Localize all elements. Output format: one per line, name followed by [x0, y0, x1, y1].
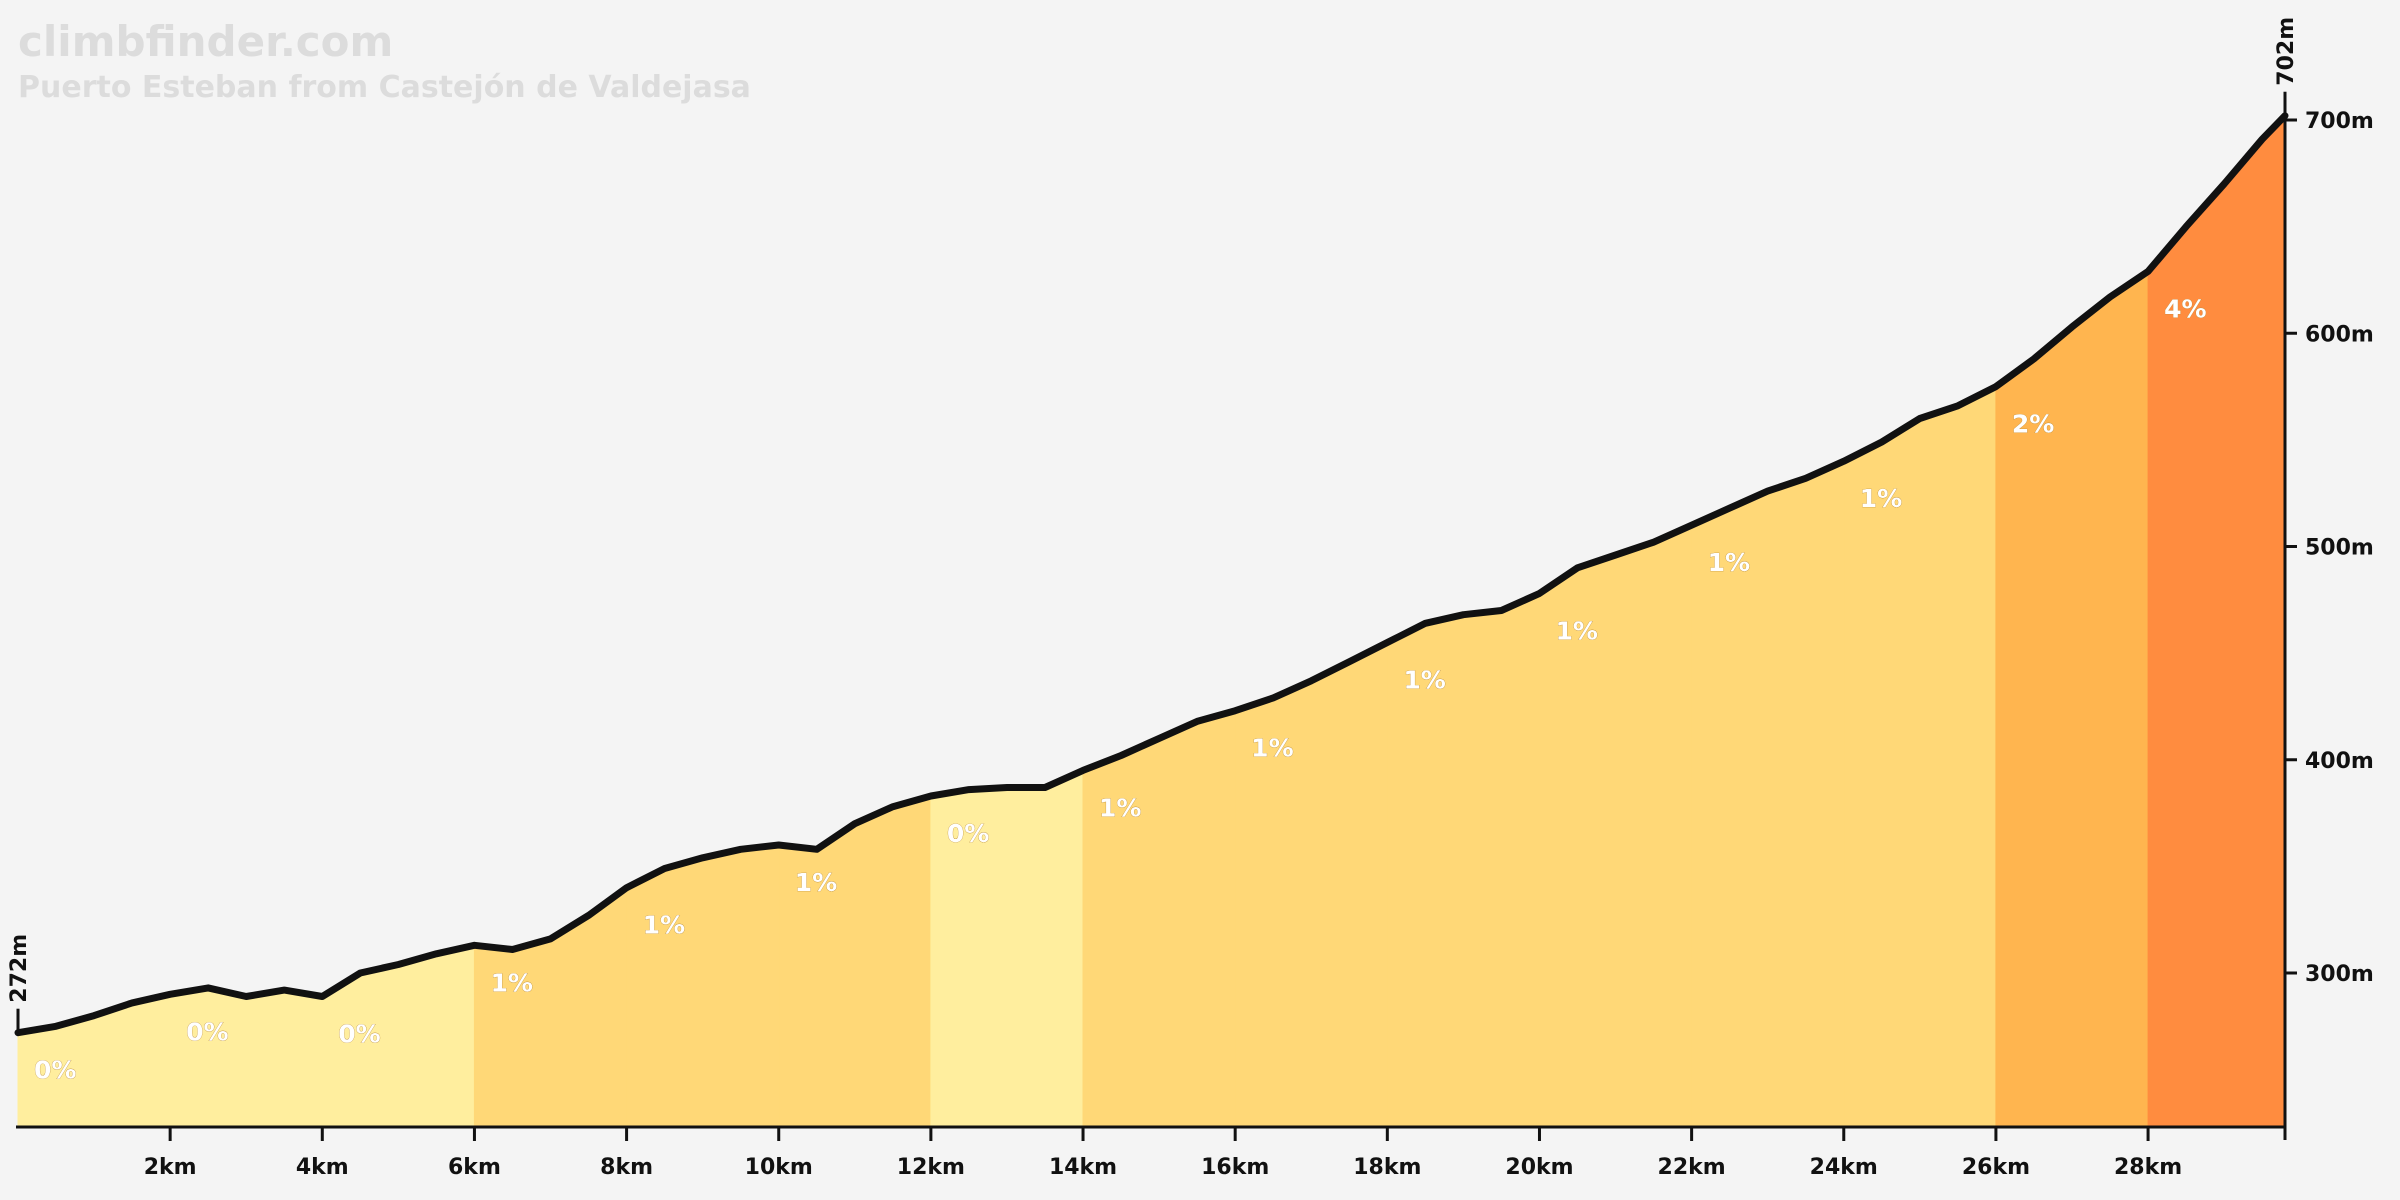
grade-label: 1% — [490, 968, 532, 997]
grade-segment-14 — [1995, 270, 2149, 1128]
grade-label: 1% — [1251, 734, 1293, 763]
axes: 2km 4km 6km 8km 10km 12km 14km 16km 18km 20km 22km… — [16, 109, 2374, 1180]
grade-label: 1% — [1403, 665, 1445, 694]
x-tick-label: 4km — [296, 1155, 349, 1180]
grade-label: 0% — [34, 1056, 76, 1085]
grade-label: 1% — [1099, 793, 1141, 822]
grade-labels: 0% 0% 0% 1% 1% 1% 0% 1% 1% 1% 1% 1% 1% 2% 4% — [34, 294, 2207, 1085]
x-tick-label: 10km — [745, 1155, 813, 1180]
elevation-labels: 272m 702m — [7, 17, 2299, 1033]
x-tick-label: 6km — [448, 1155, 501, 1180]
x-tick-label: 16km — [1201, 1155, 1269, 1180]
grade-label: 1% — [1860, 484, 1902, 513]
x-tick-label: 26km — [1962, 1155, 2030, 1180]
x-tick-label: 8km — [600, 1155, 653, 1180]
elevation-profile-line — [14, 112, 2289, 1037]
grade-label: 0% — [947, 819, 989, 848]
x-tick-label: 18km — [1353, 1155, 1421, 1180]
grade-segment-5 — [626, 844, 780, 1128]
profile-line-group — [14, 112, 2289, 1037]
x-tick-label: 28km — [2114, 1155, 2182, 1180]
y-tick-label: 400m — [2305, 749, 2374, 774]
x-tick-label: 14km — [1049, 1155, 1117, 1180]
x-tick-label: 22km — [1658, 1155, 1726, 1180]
end-elevation-label: 702m — [2274, 17, 2299, 86]
grade-label: 1% — [1555, 616, 1597, 645]
grade-label: 2% — [2012, 410, 2054, 439]
grade-segment-15 — [2147, 114, 2286, 1128]
y-tick-label: 600m — [2305, 322, 2374, 347]
y-tick-label: 700m — [2305, 109, 2374, 134]
grade-label: 1% — [1708, 548, 1750, 577]
site-logo: climbfinder.com — [18, 17, 393, 66]
x-tick-label: 2km — [144, 1155, 197, 1180]
grade-label: 0% — [186, 1017, 228, 1046]
grade-segment-2 — [169, 987, 323, 1128]
x-tick-label: 24km — [1810, 1155, 1878, 1180]
y-tick-label: 300m — [2305, 962, 2374, 987]
chart-title: Puerto Esteban from Castejón de Valdejas… — [18, 70, 751, 105]
grade-segment-8 — [1082, 710, 1236, 1128]
grade-label: 0% — [338, 1019, 380, 1048]
grade-label: 1% — [795, 868, 837, 897]
start-elevation-label: 272m — [7, 934, 32, 1003]
grade-label: 1% — [643, 911, 685, 940]
x-tick-label: 12km — [897, 1155, 965, 1180]
y-tick-label: 500m — [2305, 536, 2374, 561]
grade-segment-4 — [473, 886, 628, 1128]
x-tick-label: 20km — [1505, 1155, 1573, 1180]
grade-segment-9 — [1234, 641, 1388, 1128]
grade-label: 4% — [2164, 294, 2206, 323]
